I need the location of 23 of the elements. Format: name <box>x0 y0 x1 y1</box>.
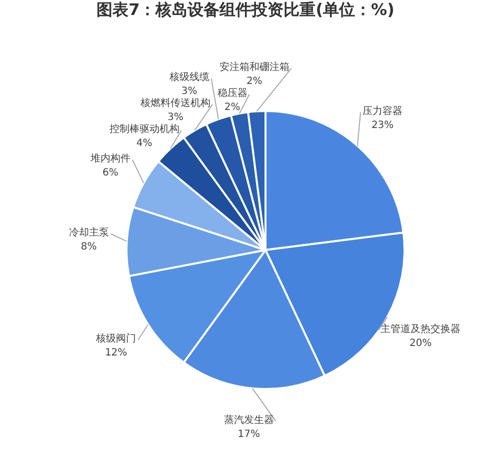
slice-label: 核级线缆 <box>168 71 210 84</box>
slice-label: 核级阀门 <box>95 332 136 344</box>
slice-label: 蒸汽发生器 <box>224 414 274 426</box>
data-label: 3% <box>181 86 198 98</box>
data-label: 2% <box>224 102 240 113</box>
slice-label: 冷却主泵 <box>68 226 109 238</box>
slice-label: 稳压器 <box>217 86 248 99</box>
slice-label: 主管道及热交换器 <box>380 322 461 335</box>
data-label: 12% <box>104 347 128 358</box>
data-label: 6% <box>102 167 118 178</box>
slice-label: 压力容器 <box>362 104 403 117</box>
data-label: 4% <box>136 138 152 150</box>
data-label: 17% <box>238 428 260 440</box>
slice-label: 堆内构件 <box>89 152 130 164</box>
data-label: 20% <box>409 338 432 349</box>
data-label: 8% <box>80 241 97 252</box>
chart-title: 图表7：核岛设备组件投资比重(单位：%) <box>96 0 396 21</box>
slice-label: 控制棒驱动机构 <box>109 123 180 136</box>
slice-label: 核燃料传送机构 <box>139 97 210 110</box>
data-label: 2% <box>246 76 262 87</box>
slice-label: 安注箱和硼注箱 <box>219 60 290 73</box>
data-label: 23% <box>371 120 394 131</box>
data-label: 3% <box>167 112 184 124</box>
